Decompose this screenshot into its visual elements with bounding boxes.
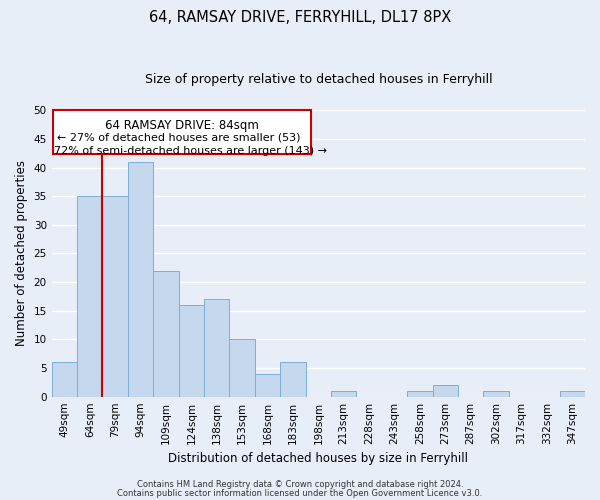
Bar (204, 300, 229, 396)
Bar (153, 270, 179, 396)
Bar (229, 340, 255, 396)
Bar (433, 385, 458, 396)
Bar (128, 162, 153, 396)
Text: 64 RAMSAY DRIVE: 84sqm: 64 RAMSAY DRIVE: 84sqm (105, 119, 259, 132)
Bar (484, 391, 509, 396)
X-axis label: Distribution of detached houses by size in Ferryhill: Distribution of detached houses by size … (169, 452, 469, 465)
Text: 72% of semi-detached houses are larger (143) →: 72% of semi-detached houses are larger (… (54, 146, 327, 156)
Title: Size of property relative to detached houses in Ferryhill: Size of property relative to detached ho… (145, 72, 492, 86)
Text: Contains HM Land Registry data © Crown copyright and database right 2024.: Contains HM Land Registry data © Crown c… (137, 480, 463, 489)
Bar (560, 391, 585, 396)
Bar (331, 391, 356, 396)
Text: ← 27% of detached houses are smaller (53): ← 27% of detached houses are smaller (53… (57, 132, 300, 142)
Bar (103, 196, 128, 396)
Bar (179, 305, 204, 396)
Y-axis label: Number of detached properties: Number of detached properties (15, 160, 28, 346)
Bar (407, 391, 433, 396)
Bar (53, 110, 311, 154)
Bar (255, 374, 280, 396)
Text: Contains public sector information licensed under the Open Government Licence v3: Contains public sector information licen… (118, 488, 482, 498)
Bar (52, 362, 77, 396)
Bar (77, 196, 103, 396)
Text: 64, RAMSAY DRIVE, FERRYHILL, DL17 8PX: 64, RAMSAY DRIVE, FERRYHILL, DL17 8PX (149, 10, 451, 25)
Bar (280, 362, 305, 396)
